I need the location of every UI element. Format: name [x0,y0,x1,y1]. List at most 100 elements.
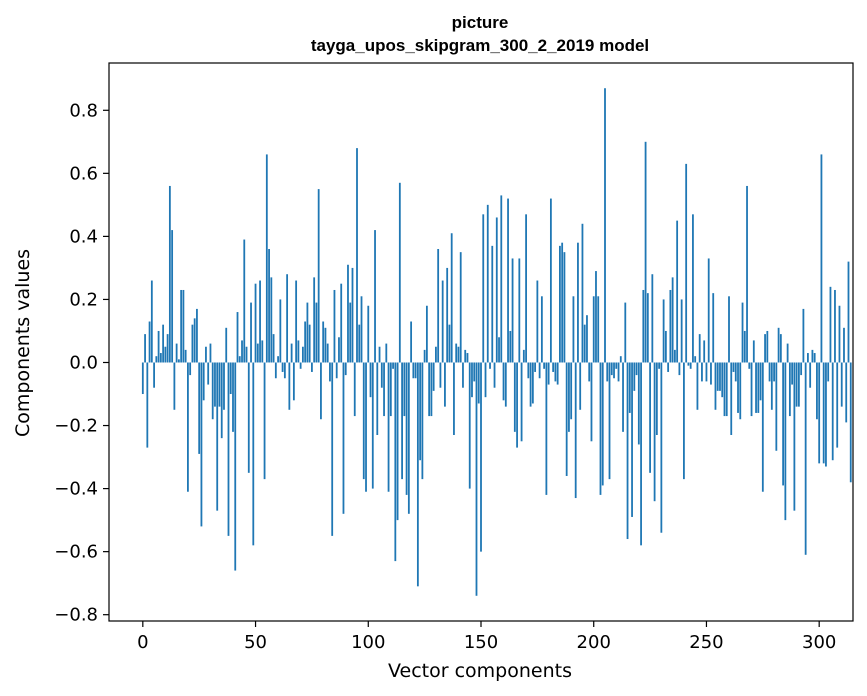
bar [371,362,374,489]
bar [455,343,458,363]
bar [369,362,372,398]
bar [779,334,782,363]
bar [482,214,485,363]
bar [642,289,645,363]
bar [714,362,717,410]
bar [308,324,311,363]
bar [707,258,710,363]
bar [820,154,823,363]
bar [407,362,410,514]
bar [543,362,546,369]
bar [401,362,403,480]
bar [617,362,620,382]
bar [446,267,449,363]
bar [845,362,848,423]
bar [333,289,336,363]
bar [538,362,541,379]
y-tick-label: −0.2 [54,416,98,437]
bar [651,274,654,363]
bar [299,362,302,369]
bar [324,327,327,363]
bar [495,217,498,363]
bar [329,362,331,382]
bar [392,362,394,369]
bar [784,362,787,521]
bar [741,302,744,363]
bar [559,245,561,363]
bar [223,362,225,410]
bar [561,242,564,363]
x-tick-label: 100 [351,632,385,653]
bar [259,280,261,363]
bar [268,249,270,363]
bar [565,362,568,476]
bar [493,362,496,388]
bar [655,362,658,435]
bar [813,353,816,363]
bar [144,334,146,363]
bar [344,362,347,376]
chart-title: picture [452,13,509,32]
bar [572,296,575,363]
bar [193,318,196,363]
bar [243,239,246,363]
bar [694,356,697,363]
bar [200,362,203,527]
bar [522,349,525,363]
bar [725,362,728,417]
bar [150,280,153,363]
bar [477,362,480,404]
bar [362,362,365,480]
bar [673,349,676,363]
x-tick-label: 0 [137,632,148,653]
x-axis-label: Vector components [388,660,572,682]
bar [836,362,839,448]
bar [802,308,805,363]
bar [423,349,426,363]
bar [556,362,559,385]
bar [597,296,600,363]
bar [394,362,397,562]
bar [189,362,192,376]
bar [811,349,814,363]
bar [457,346,460,363]
bar [301,346,304,363]
bar [277,356,279,363]
bar [840,362,843,407]
bar [608,362,611,480]
bar [162,324,165,363]
bar [166,334,169,363]
y-tick-label: −0.8 [54,605,98,626]
bar [797,362,800,407]
bar [827,362,830,382]
bar [549,198,552,363]
y-axis-ticks: −0.8 −0.6 −0.4 −0.2 0.0 0.2 0.4 0.6 0.8 [54,100,109,626]
bar [739,362,742,420]
bar [184,349,187,363]
bar [416,362,419,587]
bar [281,362,284,372]
bar [809,362,812,388]
bar [414,362,417,379]
bar [498,337,500,363]
bar [743,330,746,363]
bar [459,252,462,363]
bar [180,289,183,363]
bar [216,362,219,511]
bar [838,305,841,363]
bar [437,249,440,363]
bar [148,321,151,363]
bar [320,362,322,420]
y-tick-label: −0.4 [54,479,98,500]
bar [236,312,239,363]
bar [288,362,291,410]
y-tick-label: −0.6 [54,542,98,563]
bar [157,330,160,363]
bar [306,302,309,363]
bar [351,267,354,363]
bar [500,195,503,363]
bar [583,324,586,363]
bar [746,185,748,363]
bar [534,362,537,372]
bar [387,362,390,492]
